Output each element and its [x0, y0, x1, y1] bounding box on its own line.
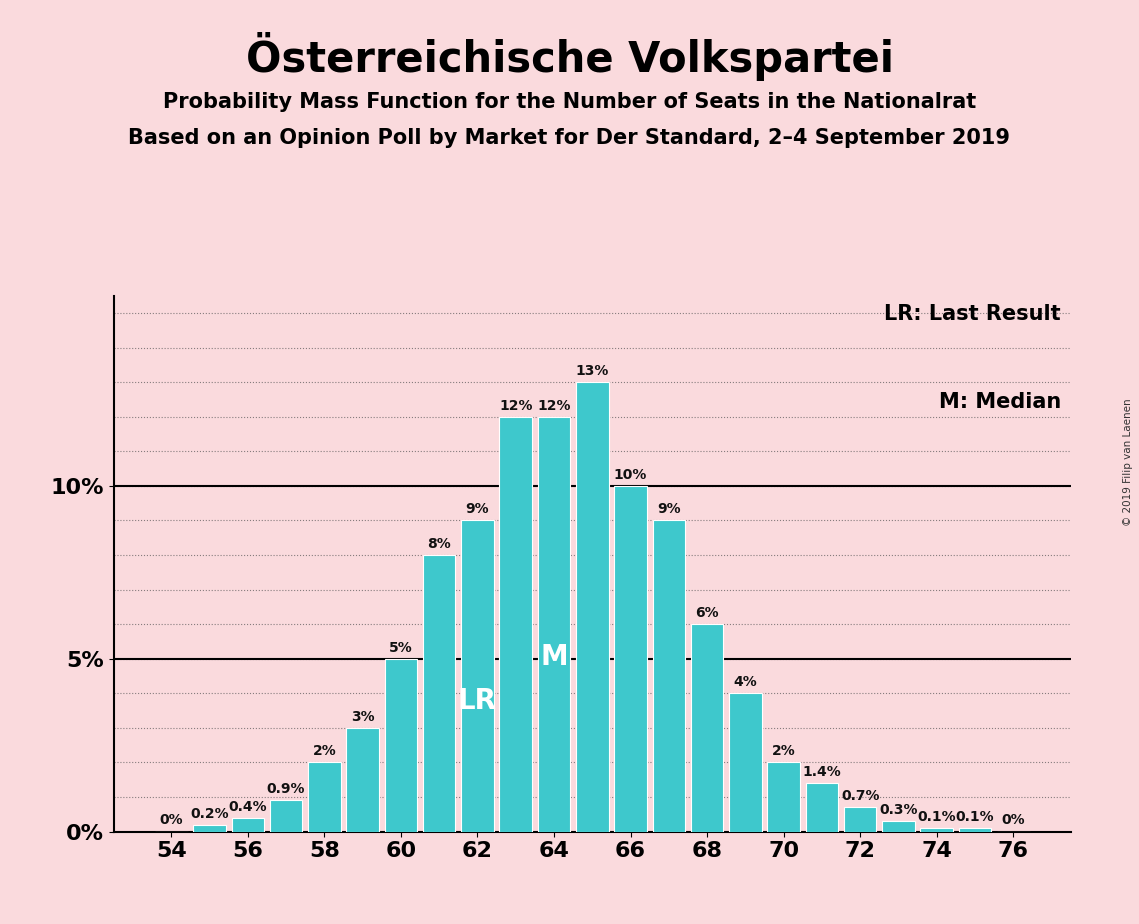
Text: LR: Last Result: LR: Last Result — [885, 304, 1062, 323]
Bar — [805, 784, 838, 832]
Text: 0.1%: 0.1% — [956, 810, 994, 824]
Text: 0.2%: 0.2% — [190, 807, 229, 821]
Text: 1.4%: 1.4% — [803, 765, 842, 779]
Text: Österreichische Volkspartei: Österreichische Volkspartei — [246, 32, 893, 81]
Bar — [576, 383, 608, 832]
Text: 0.9%: 0.9% — [267, 783, 305, 796]
Bar — [959, 828, 991, 832]
Bar — [538, 417, 571, 832]
Bar — [231, 818, 264, 832]
Bar — [844, 808, 876, 832]
Text: 12%: 12% — [538, 398, 571, 412]
Text: 0.1%: 0.1% — [917, 810, 956, 824]
Text: 0%: 0% — [159, 813, 183, 828]
Text: 0.7%: 0.7% — [841, 789, 879, 803]
Text: 9%: 9% — [657, 503, 681, 517]
Bar — [309, 762, 341, 832]
Bar — [883, 821, 915, 832]
Text: 0%: 0% — [1001, 813, 1025, 828]
Bar — [653, 520, 685, 832]
Bar — [346, 728, 379, 832]
Text: 5%: 5% — [390, 640, 412, 654]
Bar — [194, 825, 226, 832]
Bar — [385, 659, 417, 832]
Text: 4%: 4% — [734, 675, 757, 689]
Text: LR: LR — [458, 687, 497, 715]
Bar — [768, 762, 800, 832]
Text: 2%: 2% — [312, 745, 336, 759]
Text: M: Median: M: Median — [939, 392, 1062, 412]
Text: © 2019 Filip van Laenen: © 2019 Filip van Laenen — [1123, 398, 1133, 526]
Text: M: M — [540, 643, 568, 672]
Text: 3%: 3% — [351, 710, 375, 723]
Bar — [920, 828, 953, 832]
Text: 12%: 12% — [499, 398, 533, 412]
Text: 0.3%: 0.3% — [879, 803, 918, 817]
Text: 9%: 9% — [466, 503, 490, 517]
Text: 6%: 6% — [695, 606, 719, 620]
Bar — [500, 417, 532, 832]
Text: Based on an Opinion Poll by Market for Der Standard, 2–4 September 2019: Based on an Opinion Poll by Market for D… — [129, 128, 1010, 148]
Bar — [691, 624, 723, 832]
Bar — [423, 555, 456, 832]
Text: 8%: 8% — [427, 537, 451, 551]
Text: Probability Mass Function for the Number of Seats in the Nationalrat: Probability Mass Function for the Number… — [163, 92, 976, 113]
Text: 2%: 2% — [772, 745, 795, 759]
Text: 0.4%: 0.4% — [229, 799, 268, 814]
Text: 10%: 10% — [614, 468, 647, 481]
Text: 13%: 13% — [575, 364, 609, 378]
Bar — [270, 800, 302, 832]
Bar — [614, 486, 647, 832]
Bar — [461, 520, 493, 832]
Bar — [729, 693, 762, 832]
